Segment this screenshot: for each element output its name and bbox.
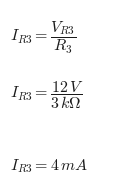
Text: $I_{R3} = \dfrac{V_{R3}}{R_3}$: $I_{R3} = \dfrac{V_{R3}}{R_3}$: [10, 20, 77, 56]
Text: $I_{R3} = \dfrac{12\,V}{3\,k\Omega}$: $I_{R3} = \dfrac{12\,V}{3\,k\Omega}$: [10, 79, 84, 112]
Text: $I_{R3} = 4\,mA$: $I_{R3} = 4\,mA$: [10, 157, 89, 175]
